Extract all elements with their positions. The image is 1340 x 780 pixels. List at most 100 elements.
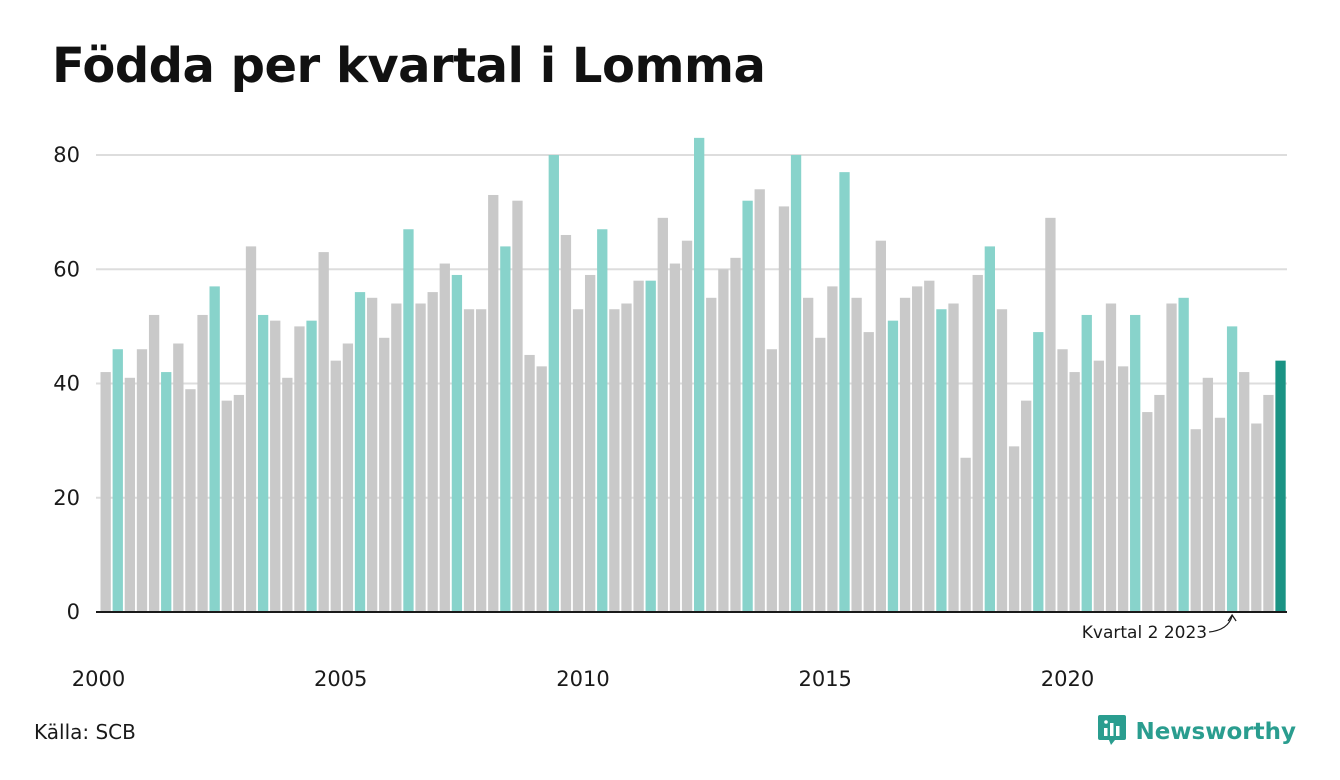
- bar: [112, 349, 123, 612]
- bar: [1239, 372, 1250, 612]
- y-tick-label: 60: [53, 257, 80, 281]
- x-axis-ticks: 2000 2005 2010 2015 2020: [72, 667, 1094, 691]
- bar: [609, 309, 620, 612]
- bar: [100, 372, 111, 612]
- y-tick-label: 20: [53, 486, 80, 510]
- annotation: Kvartal 2 2023: [1082, 613, 1237, 643]
- bar: [161, 372, 172, 612]
- bar: [463, 309, 475, 612]
- bar: [766, 349, 777, 612]
- bar: [136, 349, 148, 612]
- annotation-arrow: [1209, 613, 1237, 633]
- bar: [1069, 372, 1080, 612]
- bar: [451, 274, 463, 612]
- bar: [257, 314, 269, 612]
- bar: [1081, 314, 1092, 612]
- bar: [536, 366, 547, 612]
- bar: [221, 400, 232, 612]
- bar: [924, 280, 935, 612]
- bar: [427, 292, 438, 612]
- bar: [173, 343, 184, 612]
- bar: [306, 320, 317, 612]
- bar: [621, 303, 632, 612]
- bar: [1008, 446, 1020, 612]
- chart-title: Födda per kvartal i Lomma: [52, 38, 766, 94]
- bar: [318, 252, 329, 613]
- bar: [1093, 360, 1105, 612]
- bar: [560, 234, 572, 613]
- bar: [1033, 332, 1044, 612]
- bar: [597, 229, 608, 612]
- bar: [681, 240, 693, 612]
- bar: [1275, 360, 1286, 612]
- bar: [803, 297, 814, 612]
- bar: [863, 332, 874, 612]
- bar: [245, 246, 257, 612]
- bar: [633, 280, 644, 612]
- bar: [488, 194, 499, 613]
- bar: [185, 389, 196, 612]
- bar: [754, 189, 765, 612]
- bar: [270, 320, 281, 612]
- bar: [572, 309, 584, 612]
- bar: [148, 314, 160, 612]
- bar: [887, 320, 899, 612]
- bar: [996, 309, 1008, 612]
- bar: [124, 377, 136, 612]
- bar: [512, 200, 523, 612]
- y-tick-label: 0: [67, 600, 80, 624]
- brand-name: Newsworthy: [1135, 719, 1296, 745]
- bar: [197, 314, 208, 612]
- bar: [548, 155, 559, 612]
- bar: [584, 274, 596, 612]
- bar: [1045, 217, 1056, 612]
- bar: [439, 263, 450, 612]
- bars: [100, 137, 1286, 613]
- bar: [342, 343, 354, 612]
- x-tick-label: 2015: [798, 667, 851, 691]
- bar: [1166, 303, 1177, 612]
- y-tick-label: 40: [53, 372, 80, 396]
- bar: [294, 326, 305, 613]
- bar: [403, 229, 414, 612]
- bar: [524, 354, 535, 612]
- bar: [1226, 326, 1238, 613]
- bar: [1117, 366, 1129, 612]
- bar: [379, 337, 390, 612]
- source-note: Källa: SCB: [34, 720, 136, 744]
- brand-logo: Newsworthy: [1097, 714, 1296, 750]
- bar: [790, 155, 802, 612]
- bar: [209, 286, 220, 612]
- x-tick-label: 2005: [314, 667, 367, 691]
- bar: [948, 303, 959, 612]
- bar: [282, 377, 293, 612]
- bar: [1021, 400, 1032, 612]
- bar: [912, 286, 923, 612]
- bar: [839, 172, 850, 612]
- bar: [415, 303, 426, 612]
- bar: [936, 309, 947, 612]
- bar: [330, 360, 341, 612]
- bar: [645, 280, 656, 612]
- bar: [669, 263, 681, 612]
- bar: [1154, 394, 1165, 612]
- bar: [475, 309, 487, 612]
- bar: [827, 286, 838, 612]
- x-tick-label: 2020: [1041, 667, 1094, 691]
- bar: [706, 297, 717, 612]
- bar: [875, 240, 886, 612]
- bar: [984, 246, 995, 612]
- bar: [391, 303, 402, 612]
- bar: [1178, 297, 1189, 612]
- bar: [694, 137, 705, 613]
- bar: [657, 217, 668, 612]
- newsworthy-logo-icon: [1097, 713, 1127, 751]
- bar: [972, 274, 983, 612]
- bar: [1105, 303, 1117, 612]
- bar: [1214, 417, 1226, 612]
- bar: [815, 337, 826, 612]
- x-tick-label: 2010: [556, 667, 609, 691]
- bar: [778, 206, 790, 612]
- bar: [233, 394, 245, 612]
